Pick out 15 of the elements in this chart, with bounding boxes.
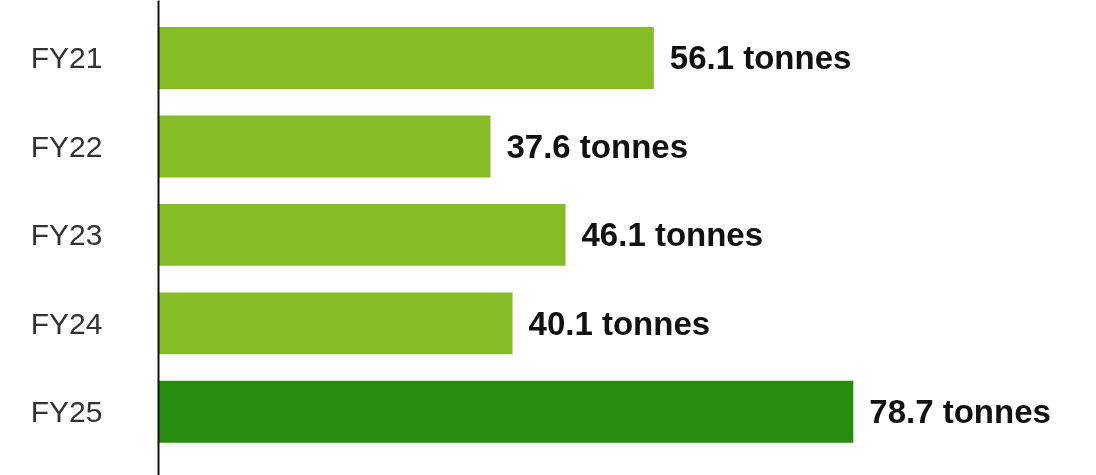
y-tick-label: FY22: [30, 129, 103, 163]
bar: [158, 292, 513, 355]
y-tick-label: FY24: [30, 306, 103, 340]
data-label: 40.1 tonnes: [528, 304, 711, 342]
data-label: 56.1 tonnes: [669, 39, 852, 77]
y-tick-label: FY25: [30, 395, 103, 429]
data-label: 37.6 tonnes: [506, 127, 689, 165]
bar: [158, 380, 854, 443]
data-label: 78.7 tonnes: [869, 393, 1051, 431]
bar: [158, 203, 566, 266]
bar: [158, 115, 491, 178]
bar: [158, 27, 654, 89]
y-tick-label: FY23: [30, 218, 103, 252]
data-label: 46.1 tonnes: [581, 216, 764, 254]
y-tick-label: FY21: [30, 41, 103, 75]
